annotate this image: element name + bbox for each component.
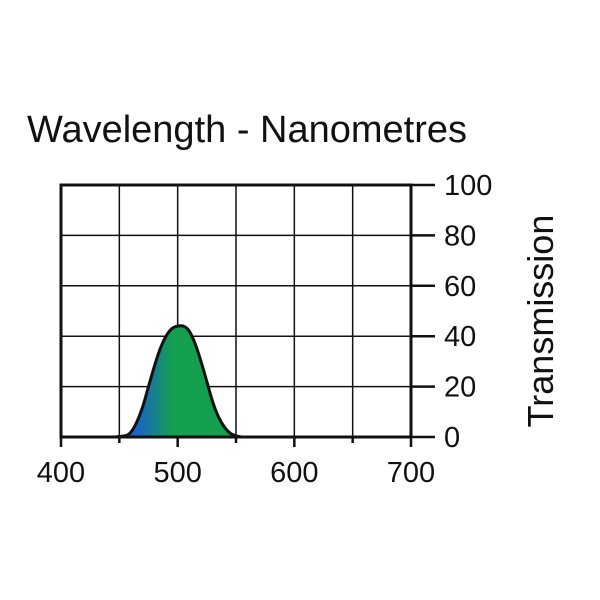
y-tick-labels: 0 20 40 60 80 100 <box>444 170 492 454</box>
y-tick-label: 0 <box>444 422 460 454</box>
x-tick-label: 700 <box>387 457 435 489</box>
y-axis-label: Transmission <box>520 215 561 428</box>
y-tick-label: 40 <box>444 321 476 353</box>
chart-title: Wavelength - Nanometres <box>27 109 467 151</box>
x-tick-labels: 400 500 600 700 <box>37 457 435 489</box>
y-tick-label: 80 <box>444 220 476 252</box>
x-tick-label: 600 <box>270 457 318 489</box>
transmission-area <box>113 325 242 437</box>
grid <box>61 185 411 437</box>
x-tick-label: 500 <box>153 457 201 489</box>
x-tick-label: 400 <box>37 457 85 489</box>
y-tick-label: 60 <box>444 271 476 303</box>
axis-ticks <box>59 183 435 447</box>
transmission-curve <box>113 324 243 439</box>
y-tick-label: 100 <box>444 170 492 202</box>
y-tick-label: 20 <box>444 372 476 404</box>
